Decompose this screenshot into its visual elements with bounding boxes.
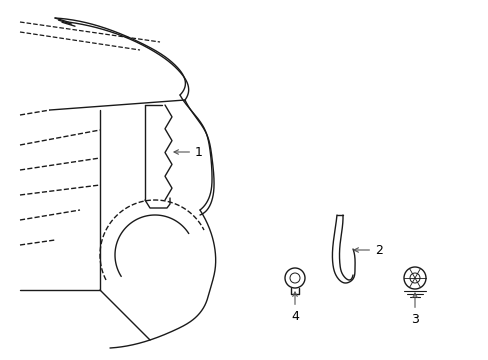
- Text: 3: 3: [410, 293, 418, 326]
- Text: 1: 1: [174, 145, 203, 158]
- Text: 2: 2: [353, 243, 382, 256]
- Text: 4: 4: [290, 292, 298, 323]
